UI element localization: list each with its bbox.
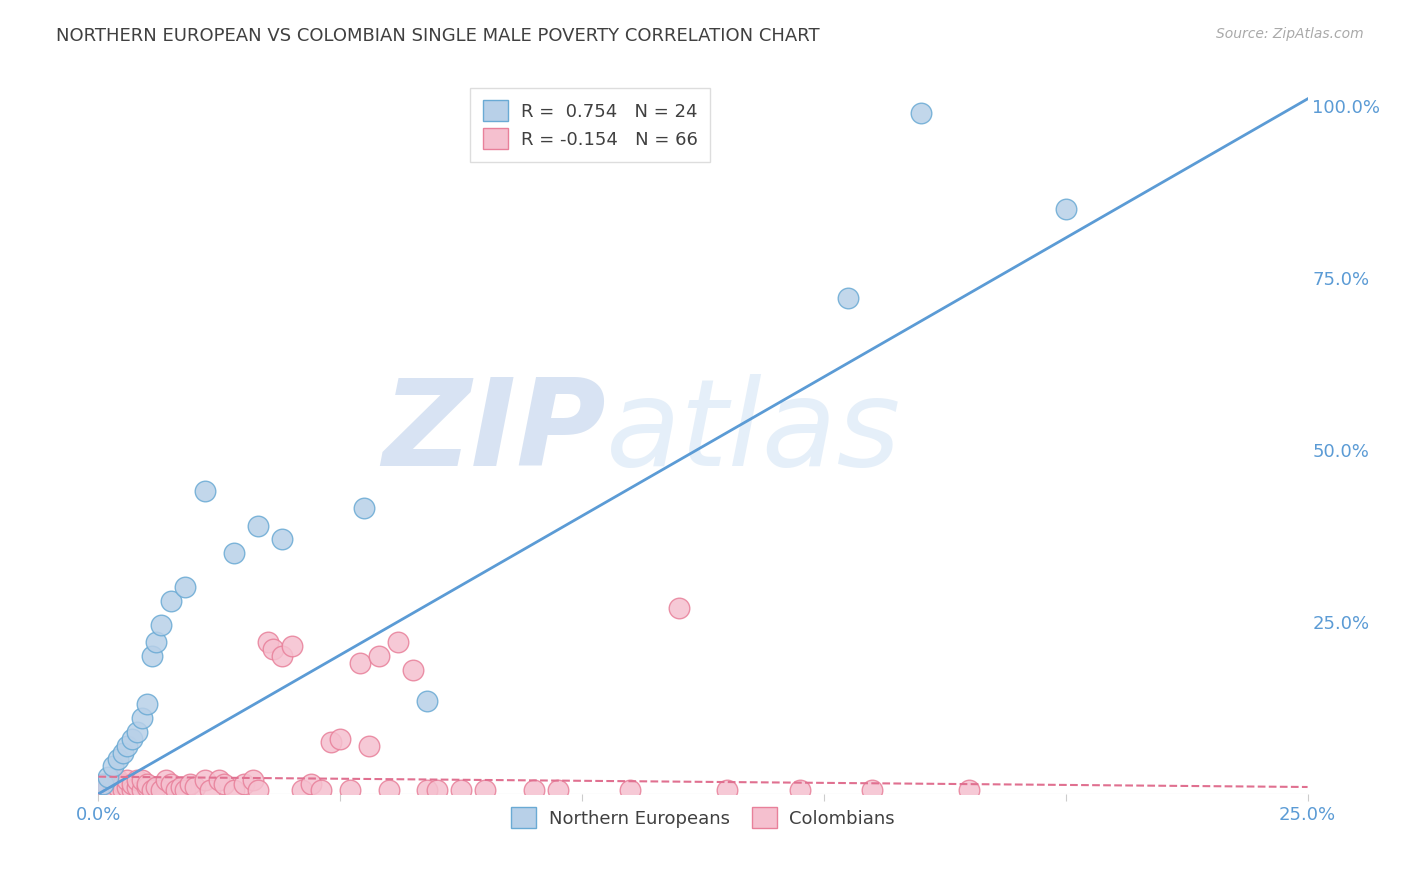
Legend: Northern Europeans, Colombians: Northern Europeans, Colombians	[503, 800, 903, 836]
Point	[860, 783, 883, 797]
Point	[281, 639, 304, 653]
Text: Source: ZipAtlas.com: Source: ZipAtlas.com	[1216, 27, 1364, 41]
Point	[668, 601, 690, 615]
Point	[131, 783, 153, 797]
Point	[179, 776, 201, 790]
Point	[837, 292, 859, 306]
Point	[198, 783, 221, 797]
Text: ZIP: ZIP	[382, 374, 606, 491]
Point	[290, 783, 312, 797]
Point	[107, 773, 129, 788]
Point	[127, 725, 149, 739]
Point	[547, 783, 569, 797]
Point	[131, 773, 153, 788]
Point	[789, 783, 811, 797]
Point	[135, 698, 157, 712]
Point	[150, 783, 173, 797]
Point	[387, 635, 409, 649]
Point	[619, 783, 641, 797]
Point	[121, 783, 143, 797]
Point	[319, 735, 342, 749]
Point	[91, 776, 114, 790]
Point	[184, 780, 207, 794]
Text: atlas: atlas	[606, 374, 901, 491]
Point	[141, 783, 163, 797]
Point	[222, 783, 245, 797]
Point	[145, 635, 167, 649]
Point	[165, 783, 187, 797]
Point	[359, 739, 381, 753]
Point	[145, 780, 167, 794]
Point	[523, 783, 546, 797]
Point	[208, 773, 231, 788]
Point	[450, 783, 472, 797]
Point	[91, 780, 114, 794]
Point	[174, 783, 197, 797]
Point	[256, 635, 278, 649]
Point	[353, 501, 375, 516]
Point	[107, 752, 129, 766]
Point	[127, 773, 149, 788]
Point	[222, 546, 245, 560]
Point	[141, 649, 163, 664]
Point	[474, 783, 496, 797]
Point	[194, 773, 217, 788]
Point	[368, 649, 391, 664]
Point	[160, 594, 183, 608]
Point	[232, 776, 254, 790]
Point	[121, 776, 143, 790]
Point	[247, 783, 270, 797]
Point	[117, 780, 139, 794]
Point	[242, 773, 264, 788]
Point	[309, 783, 332, 797]
Point	[101, 776, 124, 790]
Point	[101, 759, 124, 773]
Point	[299, 776, 322, 790]
Point	[107, 780, 129, 794]
Point	[121, 731, 143, 746]
Point	[1054, 202, 1077, 216]
Point	[111, 776, 134, 790]
Point	[97, 770, 120, 784]
Point	[111, 746, 134, 760]
Point	[135, 776, 157, 790]
Point	[194, 484, 217, 499]
Point	[131, 711, 153, 725]
Point	[127, 780, 149, 794]
Text: NORTHERN EUROPEAN VS COLOMBIAN SINGLE MALE POVERTY CORRELATION CHART: NORTHERN EUROPEAN VS COLOMBIAN SINGLE MA…	[56, 27, 820, 45]
Point	[910, 105, 932, 120]
Point	[160, 776, 183, 790]
Point	[416, 783, 439, 797]
Point	[97, 780, 120, 794]
Point	[402, 663, 425, 677]
Point	[271, 533, 294, 547]
Point	[97, 783, 120, 797]
Point	[101, 783, 124, 797]
Point	[416, 694, 439, 708]
Point	[111, 783, 134, 797]
Point	[91, 776, 114, 790]
Point	[377, 783, 399, 797]
Point	[247, 518, 270, 533]
Point	[262, 642, 284, 657]
Point	[957, 783, 980, 797]
Point	[426, 783, 449, 797]
Point	[135, 780, 157, 794]
Point	[329, 731, 352, 746]
Point	[155, 773, 177, 788]
Point	[169, 780, 191, 794]
Point	[644, 120, 666, 134]
Point	[716, 783, 738, 797]
Point	[271, 649, 294, 664]
Point	[117, 773, 139, 788]
Point	[150, 618, 173, 632]
Point	[349, 656, 371, 670]
Point	[212, 776, 235, 790]
Point	[339, 783, 361, 797]
Point	[117, 739, 139, 753]
Point	[174, 581, 197, 595]
